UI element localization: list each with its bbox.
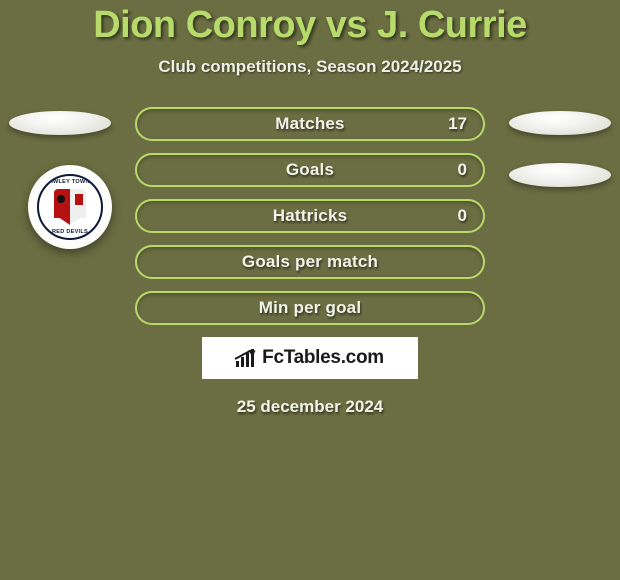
stat-value-right: 0 (458, 206, 467, 226)
bar-chart-arrow-icon (236, 349, 256, 367)
player-left-marker (9, 111, 111, 135)
snapshot-date: 25 december 2024 (0, 397, 620, 417)
subtitle: Club competitions, Season 2024/2025 (0, 57, 620, 77)
stat-label: Matches (275, 114, 344, 134)
crest-shield-icon (54, 189, 86, 225)
stat-bar: Hattricks 0 (135, 199, 485, 233)
stat-bar: Min per goal (135, 291, 485, 325)
crest-bottom-text: RED DEVILS (39, 229, 101, 235)
page-title: Dion Conroy vs J. Currie (0, 4, 620, 47)
stat-bars: Matches 17 Goals 0 Hattricks 0 Goals per… (135, 107, 485, 325)
brand-box[interactable]: FcTables.com (202, 337, 418, 379)
comparison-card: Dion Conroy vs J. Currie Club competitio… (0, 0, 620, 580)
club-crest: CRAWLEY TOWN FC RED DEVILS (28, 165, 112, 249)
comparison-body: CRAWLEY TOWN FC RED DEVILS Matches 17 Go… (0, 107, 620, 417)
stat-label: Min per goal (259, 298, 362, 318)
stat-value-right: 17 (448, 114, 467, 134)
club-crest-inner: CRAWLEY TOWN FC RED DEVILS (37, 174, 103, 240)
stat-bar: Matches 17 (135, 107, 485, 141)
player-right-marker-2 (509, 163, 611, 187)
stat-label: Hattricks (273, 206, 348, 226)
stat-bar: Goals 0 (135, 153, 485, 187)
stat-label: Goals per match (242, 252, 378, 272)
player-right-marker-1 (509, 111, 611, 135)
brand-text: FcTables.com (262, 347, 384, 369)
stat-label: Goals (286, 160, 334, 180)
stat-bar: Goals per match (135, 245, 485, 279)
crest-top-text: CRAWLEY TOWN FC (39, 179, 101, 185)
stat-value-right: 0 (458, 160, 467, 180)
